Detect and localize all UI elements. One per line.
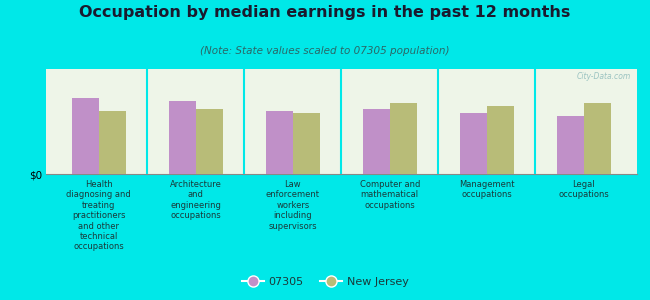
Text: Health
diagnosing and
treating
practitioners
and other
technical
occupations: Health diagnosing and treating practitio… [66, 180, 131, 251]
Legend: 07305, New Jersey: 07305, New Jersey [237, 273, 413, 291]
Bar [363, 109, 390, 174]
Bar [72, 98, 99, 174]
Bar [266, 111, 292, 174]
Bar [584, 103, 611, 174]
Text: Architecture
and
engineering
occupations: Architecture and engineering occupations [170, 180, 222, 220]
Bar [487, 106, 514, 174]
Text: Management
occupations: Management occupations [459, 180, 514, 200]
Bar [292, 113, 320, 174]
Bar [556, 116, 584, 174]
Text: City-Data.com: City-Data.com [577, 72, 631, 81]
Text: Computer and
mathematical
occupations: Computer and mathematical occupations [359, 180, 420, 210]
Bar [460, 113, 487, 174]
Text: Occupation by median earnings in the past 12 months: Occupation by median earnings in the pas… [79, 4, 571, 20]
Text: Legal
occupations: Legal occupations [558, 180, 609, 200]
Text: (Note: State values scaled to 07305 population): (Note: State values scaled to 07305 popu… [200, 46, 450, 56]
Bar [99, 111, 126, 174]
Bar [168, 100, 196, 174]
Bar [390, 103, 417, 174]
Text: Law
enforcement
workers
including
supervisors: Law enforcement workers including superv… [266, 180, 320, 231]
Bar [196, 109, 223, 174]
